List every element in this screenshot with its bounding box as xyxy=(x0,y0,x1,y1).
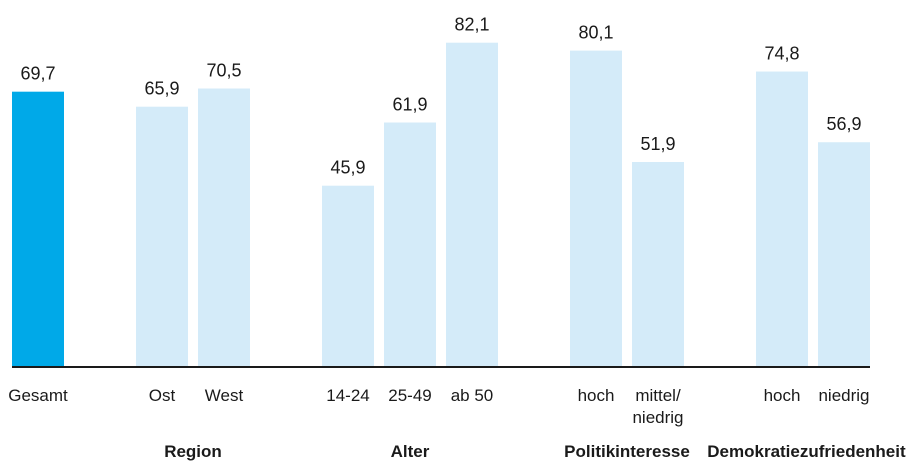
bar-mittel-niedrig-7 xyxy=(632,161,684,367)
category-label-14-24-3: 14-24 xyxy=(326,386,369,405)
bar-ab-50-5 xyxy=(446,42,498,368)
bar-hoch-8 xyxy=(756,71,808,367)
value-label-hoch-6: 80,1 xyxy=(578,23,613,43)
value-label-hoch-8: 74,8 xyxy=(764,44,799,64)
value-labels-layer: 69,7 65,9 70,5 45,9 61,9 82,1 80,1 51,9 74,8 56,9 xyxy=(20,15,861,178)
group-label-region: Region xyxy=(164,442,222,461)
bar-gesamt-0 xyxy=(12,91,64,367)
value-label-25-49-4: 61,9 xyxy=(392,94,427,114)
category-label-hoch-8: hoch xyxy=(764,386,801,405)
value-label-niedrig-9: 56,9 xyxy=(826,114,861,134)
category-label-25-49-4: 25-49 xyxy=(388,386,431,405)
category-label-hoch-6: hoch xyxy=(578,386,615,405)
bar-hoch-6 xyxy=(570,50,622,367)
group-label-politikinteresse: Politikinteresse xyxy=(564,442,690,461)
category-label-ab-50-5: ab 50 xyxy=(451,386,494,405)
category-label-west-2: West xyxy=(205,386,244,405)
value-label-gesamt-0: 69,7 xyxy=(20,64,55,84)
value-label-west-2: 70,5 xyxy=(206,61,241,81)
category-label-ost-1: Ost xyxy=(149,386,176,405)
value-label-ost-1: 65,9 xyxy=(144,79,179,99)
category-label-mittel-niedrig-7: mittel/niedrig xyxy=(632,386,683,427)
category-labels-layer: Gesamt Ost West 14-24 25-49 ab 50 hoch mittel/n… xyxy=(8,386,869,427)
bar-niedrig-9 xyxy=(818,142,870,367)
group-labels-layer: Region Alter Politikinteresse Demokratiezuf… xyxy=(164,442,906,461)
value-label-14-24-3: 45,9 xyxy=(330,158,365,178)
bar-ost-1 xyxy=(136,106,188,367)
bar-14-24-3 xyxy=(322,185,374,367)
bars-layer xyxy=(12,42,870,368)
bar-25-49-4 xyxy=(384,122,436,368)
group-label-demokratiezufriedenheit: Demokratiezufriedenheit xyxy=(707,442,906,461)
value-label-mittel-niedrig-7: 51,9 xyxy=(640,134,675,154)
category-label-niedrig-9: niedrig xyxy=(818,386,869,405)
category-label-gesamt-0: Gesamt xyxy=(8,386,68,405)
value-label-ab-50-5: 82,1 xyxy=(454,15,489,35)
group-label-alter: Alter xyxy=(391,442,430,461)
bar-west-2 xyxy=(198,88,250,368)
